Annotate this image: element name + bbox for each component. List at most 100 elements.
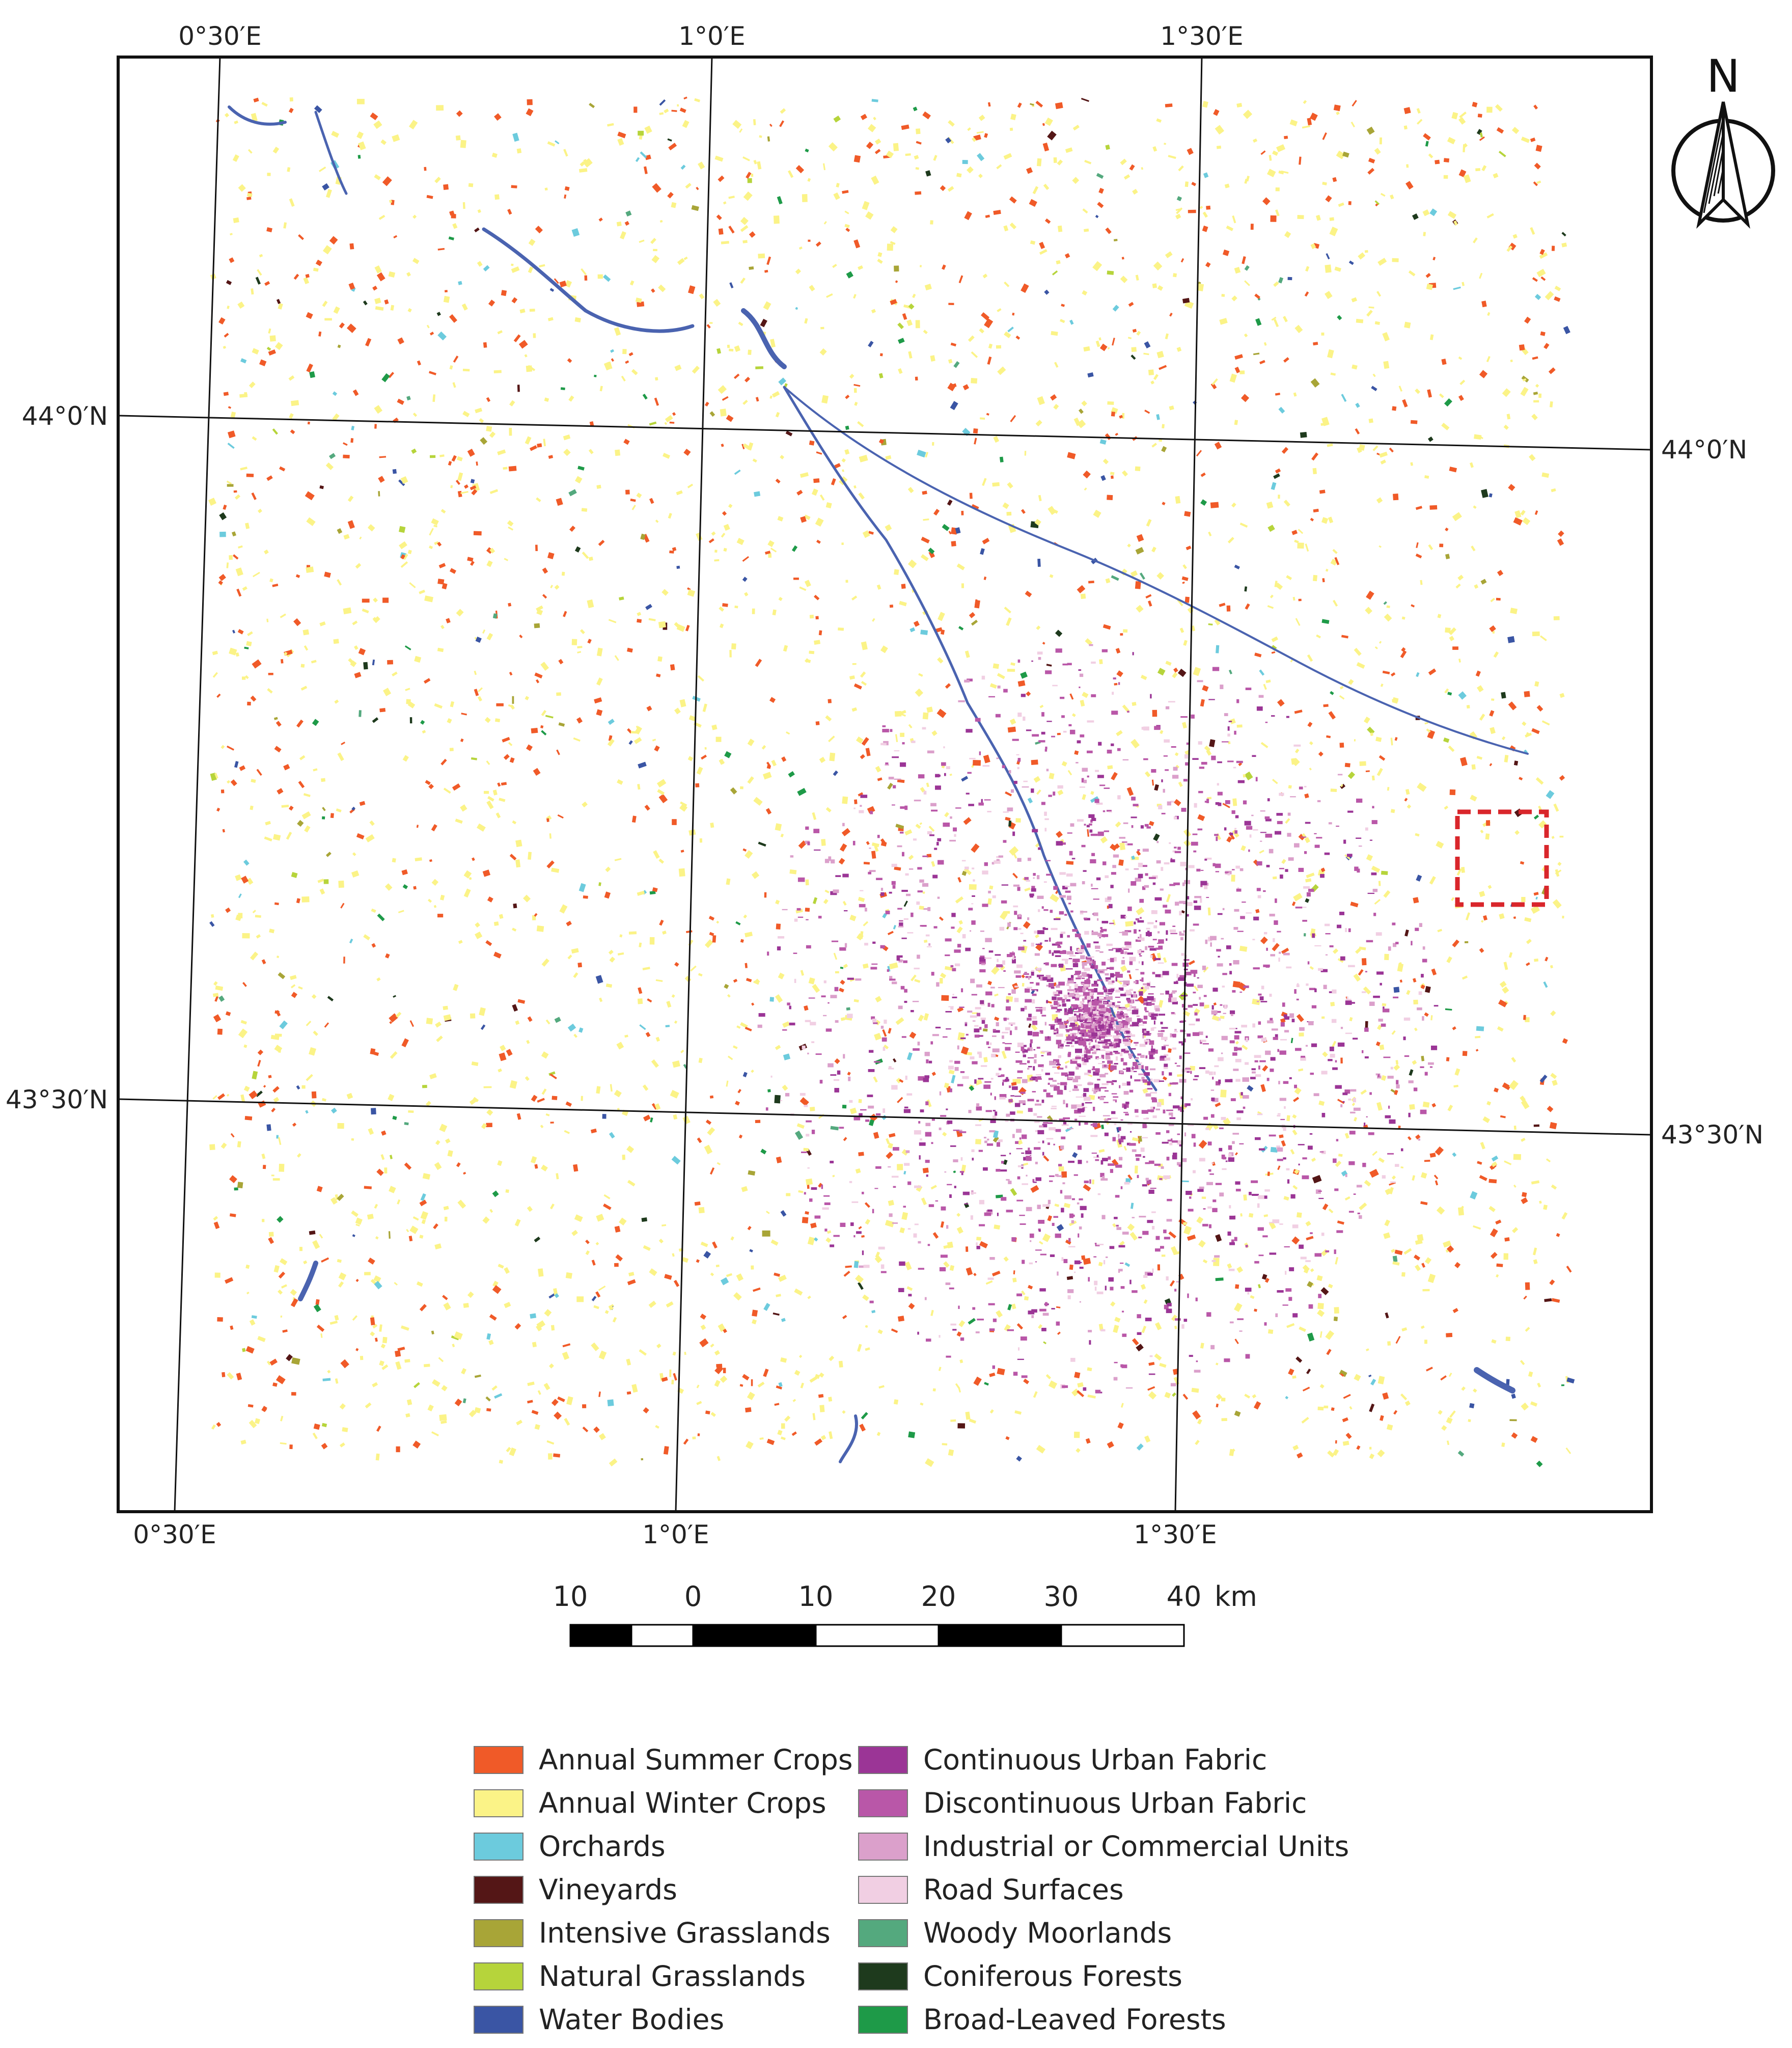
- land-cover-patch: [1275, 187, 1280, 192]
- land-cover-patch: [1135, 547, 1144, 555]
- land-cover-patch: [1135, 581, 1141, 589]
- urban-patch: [1231, 1239, 1234, 1244]
- land-cover-patch: [1342, 151, 1349, 158]
- land-cover-patch: [1341, 635, 1348, 639]
- land-cover-patch: [1029, 199, 1037, 207]
- land-cover-patch: [926, 706, 933, 713]
- land-cover-patch: [596, 1086, 601, 1094]
- land-cover-patch: [878, 439, 885, 444]
- land-cover-patch: [876, 1432, 881, 1436]
- land-cover-patch: [261, 101, 268, 107]
- land-cover-patch: [859, 1424, 866, 1432]
- land-cover-patch: [928, 826, 935, 832]
- land-cover-patch: [1437, 614, 1442, 618]
- urban-patch: [1080, 1006, 1086, 1011]
- urban-patch: [1010, 1111, 1015, 1115]
- urban-patch: [1108, 1044, 1114, 1047]
- urban-patch: [1174, 1289, 1177, 1292]
- land-cover-patch: [795, 307, 798, 310]
- land-cover-patch: [814, 1438, 823, 1446]
- land-cover-patch: [598, 217, 603, 222]
- urban-patch: [1193, 1142, 1196, 1147]
- land-cover-patch: [265, 821, 271, 826]
- land-cover-patch: [1267, 525, 1275, 532]
- land-cover-patch: [426, 195, 433, 199]
- land-cover-patch: [734, 345, 740, 352]
- land-cover-patch: [1368, 1374, 1372, 1377]
- land-cover-patch: [435, 1140, 440, 1145]
- land-cover-patch: [709, 932, 714, 936]
- land-cover-patch: [1334, 1307, 1339, 1314]
- land-cover-patch: [269, 1358, 278, 1366]
- land-cover-patch: [552, 1096, 558, 1100]
- land-cover-patch: [547, 141, 556, 147]
- urban-patch: [1106, 995, 1108, 997]
- land-cover-patch: [955, 527, 961, 534]
- land-cover-patch: [1325, 291, 1333, 299]
- urban-patch: [969, 758, 976, 759]
- land-cover-patch: [812, 812, 817, 820]
- urban-patch: [893, 1147, 899, 1151]
- land-cover-patch: [1378, 881, 1381, 886]
- land-cover-patch: [1033, 1391, 1038, 1398]
- land-cover-patch: [863, 862, 870, 865]
- land-cover-patch: [861, 641, 868, 650]
- urban-patch: [1119, 1157, 1123, 1161]
- land-cover-patch: [1415, 388, 1420, 394]
- land-cover-patch: [1234, 266, 1241, 274]
- land-cover-patch: [1162, 1076, 1167, 1081]
- land-cover-patch: [1534, 162, 1541, 170]
- land-cover-patch: [768, 553, 772, 558]
- land-cover-patch: [631, 815, 637, 823]
- land-cover-patch: [298, 781, 305, 788]
- urban-patch: [1301, 836, 1307, 838]
- land-cover-patch: [1224, 183, 1230, 188]
- urban-patch: [1105, 1073, 1109, 1075]
- land-cover-patch: [1519, 777, 1523, 781]
- land-cover-patch: [736, 1273, 744, 1281]
- land-cover-patch: [961, 510, 964, 515]
- land-cover-patch: [864, 1202, 870, 1208]
- land-cover-patch: [604, 891, 611, 899]
- land-cover-patch: [771, 759, 777, 767]
- land-cover-patch: [378, 476, 385, 483]
- land-cover-patch: [251, 113, 258, 122]
- land-cover-patch: [966, 1246, 969, 1252]
- land-cover-patch: [1481, 165, 1487, 172]
- urban-patch: [1163, 905, 1168, 908]
- land-cover-patch: [397, 1199, 401, 1205]
- land-cover-patch: [1203, 1005, 1209, 1009]
- land-cover-patch: [1244, 1394, 1251, 1399]
- land-cover-patch: [563, 611, 567, 617]
- land-cover-patch: [737, 1088, 741, 1094]
- urban-patch: [994, 860, 1001, 864]
- land-cover-patch: [1177, 1074, 1183, 1077]
- urban-patch: [860, 795, 868, 798]
- land-cover-patch: [710, 1412, 716, 1417]
- urban-patch: [1100, 1087, 1107, 1089]
- land-cover-patch: [402, 755, 409, 762]
- land-cover-patch: [451, 1335, 459, 1341]
- land-cover-patch: [1159, 365, 1167, 370]
- land-cover-patch: [1136, 850, 1141, 856]
- land-cover-patch: [1081, 98, 1089, 102]
- urban-patch: [1125, 1387, 1133, 1389]
- land-cover-patch: [497, 1160, 503, 1166]
- land-cover-patch: [447, 1150, 453, 1157]
- land-cover-patch: [1312, 575, 1317, 582]
- land-cover-patch: [908, 724, 913, 729]
- urban-patch: [1172, 850, 1176, 853]
- land-cover-patch: [783, 645, 788, 652]
- land-cover-patch: [664, 422, 668, 425]
- land-cover-patch: [1193, 985, 1199, 992]
- land-cover-patch: [566, 1396, 573, 1405]
- urban-patch: [1283, 1126, 1286, 1131]
- urban-patch: [1295, 1048, 1302, 1051]
- land-cover-patch: [1174, 1325, 1177, 1329]
- land-cover-patch: [267, 688, 273, 694]
- land-cover-patch: [1535, 777, 1544, 785]
- urban-patch: [1141, 961, 1144, 965]
- land-cover-patch: [282, 1329, 288, 1333]
- land-cover-patch: [692, 1436, 696, 1440]
- urban-patch: [999, 926, 1005, 931]
